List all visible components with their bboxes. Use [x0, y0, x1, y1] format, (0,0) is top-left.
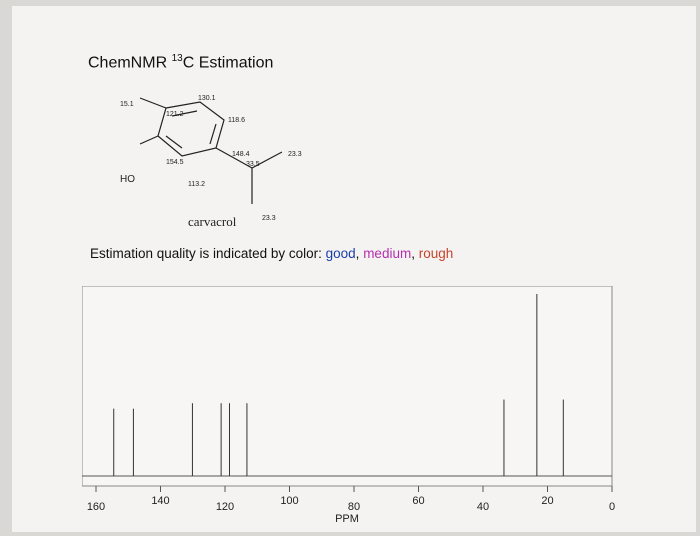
shift-label: 130.1	[198, 95, 216, 102]
shift-label: 121.2	[166, 111, 184, 118]
x-axis-label: PPM	[335, 513, 359, 525]
methyl-bond	[139, 97, 167, 109]
x-tick-label: 140	[151, 495, 169, 507]
shift-label: 33.5	[246, 161, 260, 168]
plot-frame	[82, 286, 613, 487]
x-tick-label: 80	[348, 501, 360, 513]
quality-legend-text: Estimation quality is indicated by color…	[90, 246, 326, 261]
molecule-name: carvacrol	[188, 214, 237, 229]
nmr-spectrum-chart: 160 140 120 100 80 60 40 20 0 PPM	[82, 286, 615, 525]
x-tick-label: 20	[541, 495, 553, 507]
quality-separator: ,	[355, 246, 364, 261]
quality-separator: ,	[411, 246, 419, 261]
quality-rough: rough	[418, 246, 454, 261]
shift-label: 15.1	[120, 101, 134, 108]
quality-good: good	[325, 246, 356, 261]
quality-medium: medium	[363, 246, 412, 261]
page-title: ChemNMR 13C Estimation	[88, 53, 273, 72]
x-tick-label: 0	[609, 501, 615, 513]
shift-label: 23.3	[262, 215, 276, 222]
title-prefix: ChemNMR	[88, 54, 172, 72]
shift-label: 113.2	[188, 181, 205, 188]
isopropyl-bond	[215, 147, 253, 169]
quality-legend: Estimation quality is indicated by color…	[90, 246, 453, 261]
shift-label: 23.3	[288, 151, 302, 158]
x-tick-label: 120	[216, 501, 234, 513]
carvacrol-structure: 15.1 130.1 121.2 118.6 148.4 33.5 23.3 1…	[120, 95, 302, 229]
document-page: ChemNMR 13C Estimation 15.1 130.1 121.2 …	[12, 6, 696, 532]
title-isotope: 13	[171, 53, 183, 64]
shift-label: 148.4	[232, 151, 250, 158]
shift-label: 154.5	[166, 159, 184, 166]
x-tick-label: 40	[477, 501, 489, 513]
x-tick-label: 100	[280, 495, 298, 507]
x-tick-label: 160	[87, 501, 105, 513]
hydroxyl-label: HO	[120, 174, 135, 185]
title-suffix: C Estimation	[182, 54, 274, 72]
hydroxyl-bond	[139, 135, 159, 145]
shift-label: 118.6	[228, 117, 245, 124]
x-tick-label: 60	[412, 495, 424, 507]
